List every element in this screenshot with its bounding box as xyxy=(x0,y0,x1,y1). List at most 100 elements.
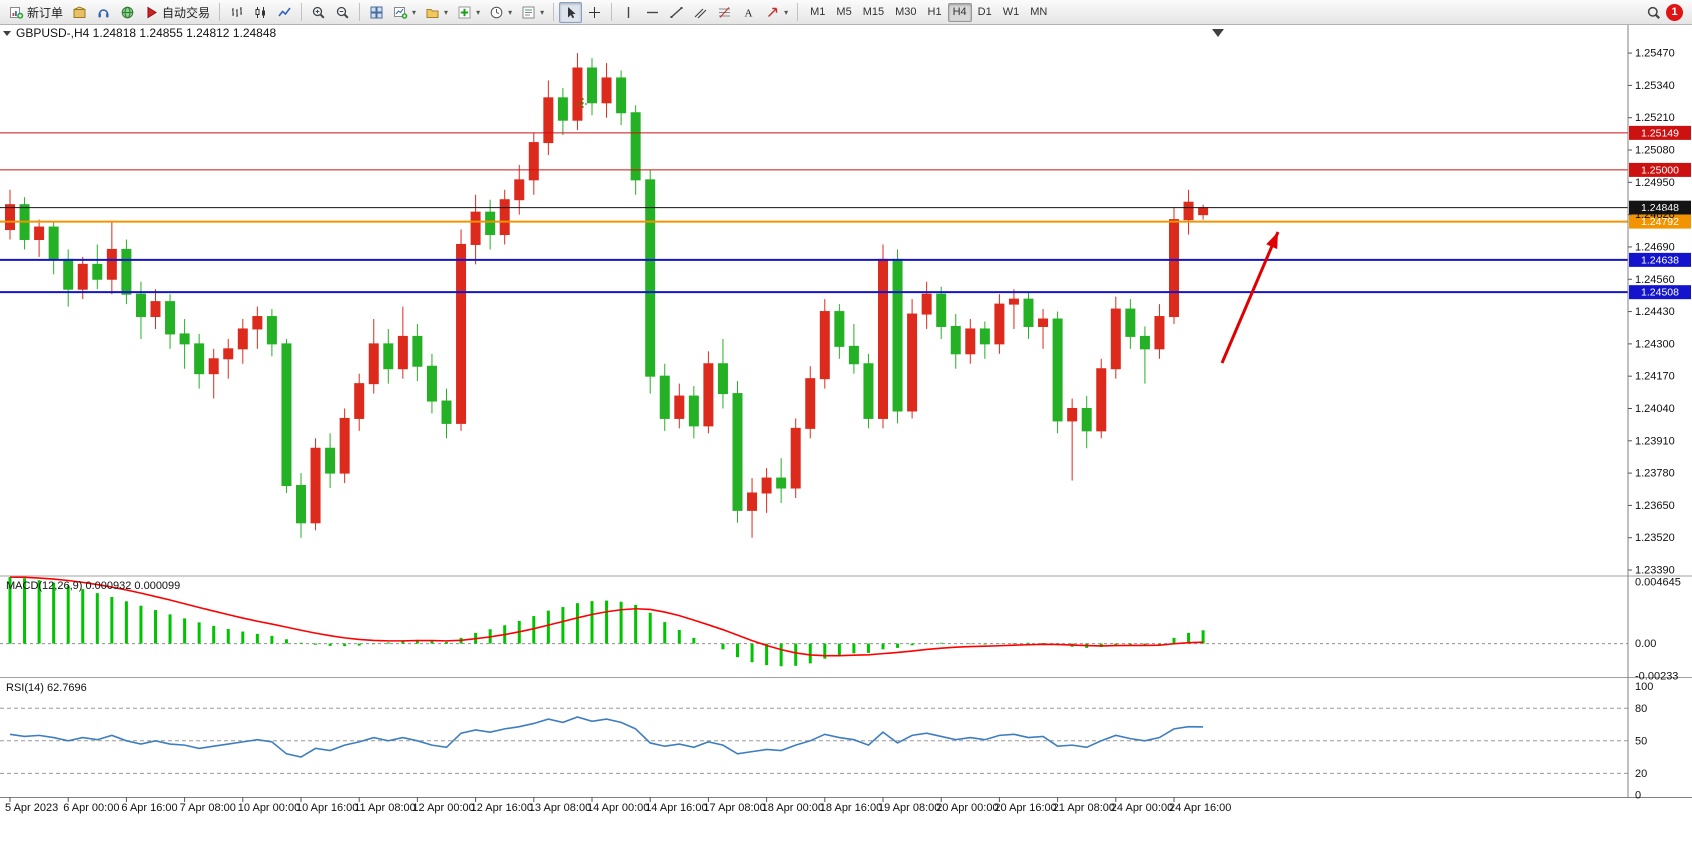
svg-text:24 Apr 00:00: 24 Apr 00:00 xyxy=(1111,802,1173,814)
horizontal-line-1.24848[interactable]: 1.24848 xyxy=(0,200,1691,215)
horizontal-line-1.25149[interactable]: 1.25149 xyxy=(0,125,1691,140)
price-level-badge xyxy=(1629,214,1691,229)
zoom-out-button[interactable] xyxy=(331,2,354,23)
headset-button[interactable] xyxy=(92,2,115,23)
dropdown-caret-icon: ▾ xyxy=(508,7,513,17)
zoom-in-button[interactable] xyxy=(307,2,330,23)
chart-shift-marker[interactable] xyxy=(1212,29,1224,37)
arrows-button[interactable]: ▾ xyxy=(761,2,792,23)
ohlc-readout: GBPUSD-,H4 1.24818 1.24855 1.24812 1.248… xyxy=(16,26,277,40)
collapse-caret-icon[interactable] xyxy=(3,31,11,36)
new-chart-button[interactable]: ▾ xyxy=(389,2,420,23)
rsi-axis: 100 80 50 20 0 xyxy=(1635,681,1653,801)
indicators-button[interactable]: ▾ xyxy=(453,2,484,23)
svg-text:1.23650: 1.23650 xyxy=(1635,500,1675,512)
trendline-button[interactable] xyxy=(665,2,688,23)
svg-text:10 Apr 00:00: 10 Apr 00:00 xyxy=(238,802,300,814)
svg-text:1.23780: 1.23780 xyxy=(1635,468,1675,480)
globe-button[interactable] xyxy=(116,2,139,23)
svg-text:12 Apr 16:00: 12 Apr 16:00 xyxy=(471,802,533,814)
toolbar-separator xyxy=(553,3,555,21)
svg-text:0: 0 xyxy=(1635,790,1641,802)
zoom-in-icon xyxy=(312,6,325,19)
svg-text:80: 80 xyxy=(1635,703,1647,715)
autotrading-button[interactable]: 自动交易 xyxy=(140,2,214,23)
profiles-button[interactable]: ▾ xyxy=(421,2,452,23)
horizontal-line-button[interactable] xyxy=(641,2,664,23)
globe-icon xyxy=(121,6,134,18)
toolbar-separator xyxy=(359,3,361,21)
timeframe-button-w1[interactable]: W1 xyxy=(998,3,1025,22)
headset-icon xyxy=(98,8,109,17)
macd-indicator xyxy=(0,576,1628,667)
vertical-line-button[interactable] xyxy=(617,2,640,23)
svg-text:-0.00233: -0.00233 xyxy=(1635,671,1678,683)
horizontal-line-1.25000[interactable]: 1.25000 xyxy=(0,162,1691,177)
new-order-button[interactable]: 新订单 xyxy=(5,2,67,23)
rsi-label: RSI(14) 62.7696 xyxy=(6,682,87,694)
bar-chart-button[interactable] xyxy=(225,2,248,23)
new-order-icon xyxy=(10,6,24,19)
cursor-button[interactable] xyxy=(559,1,583,23)
cross-marker[interactable] xyxy=(577,98,589,110)
periods-button[interactable]: ▾ xyxy=(485,2,516,23)
text-button[interactable]: A xyxy=(737,2,760,23)
toolbar-separator xyxy=(301,3,303,21)
svg-text:A: A xyxy=(745,7,753,19)
trend-arrow[interactable] xyxy=(1220,231,1280,364)
text-icon: A xyxy=(745,7,753,19)
svg-text:1.24950: 1.24950 xyxy=(1635,177,1675,189)
horizontal-line-1.24638[interactable]: 1.24638 xyxy=(0,252,1691,267)
svg-text:14 Apr 00:00: 14 Apr 00:00 xyxy=(587,802,649,814)
dropdown-caret-icon: ▾ xyxy=(444,7,449,17)
svg-text:1.23520: 1.23520 xyxy=(1635,532,1675,544)
timeframe-button-m1[interactable]: M1 xyxy=(805,3,830,22)
horizontal-line-1.24508[interactable]: 1.24508 xyxy=(0,285,1691,300)
svg-text:6 Apr 00:00: 6 Apr 00:00 xyxy=(63,802,119,814)
svg-text:1.25470: 1.25470 xyxy=(1635,48,1675,60)
timeframe-button-h1[interactable]: H1 xyxy=(923,3,947,22)
fibonacci-button[interactable] xyxy=(713,2,736,23)
horizontal-line-1.24792[interactable]: 1.24792 xyxy=(0,214,1691,229)
svg-text:1.24690: 1.24690 xyxy=(1635,241,1675,253)
main-toolbar: 新订单 自动交易 ▾ ▾ ▾ ▾ ▾ A ▾ xyxy=(0,0,1692,25)
crosshair-button[interactable] xyxy=(583,2,606,23)
cursor-icon xyxy=(568,6,576,18)
notification-badge[interactable]: 1 xyxy=(1666,3,1683,21)
dropdown-caret-icon: ▾ xyxy=(476,7,481,17)
timeframe-button-h4[interactable]: H4 xyxy=(947,2,972,22)
search-icon xyxy=(1647,6,1660,19)
package-button[interactable] xyxy=(68,2,91,23)
svg-text:1.24040: 1.24040 xyxy=(1635,403,1675,415)
price-level-badge xyxy=(1629,252,1691,267)
line-chart-button[interactable] xyxy=(273,2,296,23)
svg-text:18 Apr 16:00: 18 Apr 16:00 xyxy=(820,802,882,814)
search-button[interactable] xyxy=(1642,2,1665,23)
chart-area[interactable]: 1.25149 1.25000 1.24848 1.24792 1.24638 1.245… xyxy=(0,25,1692,853)
timeframe-button-m30[interactable]: M30 xyxy=(890,3,921,22)
timeframe-button-mn[interactable]: MN xyxy=(1025,3,1052,22)
macd-axis: 0.004645 0.00 -0.00233 xyxy=(1635,577,1681,683)
svg-text:19 Apr 08:00: 19 Apr 08:00 xyxy=(878,802,940,814)
timeframe-button-m15[interactable]: M15 xyxy=(858,3,889,22)
crosshair-icon xyxy=(589,6,601,18)
channel-button[interactable] xyxy=(689,2,712,23)
candlestick-chart-button[interactable] xyxy=(249,2,272,23)
macd-signal-line xyxy=(9,576,1204,657)
svg-text:18 Apr 00:00: 18 Apr 00:00 xyxy=(762,802,824,814)
svg-text:12 Apr 00:00: 12 Apr 00:00 xyxy=(412,802,474,814)
svg-text:7 Apr 08:00: 7 Apr 08:00 xyxy=(180,802,236,814)
tile-windows-button[interactable] xyxy=(365,2,388,23)
templates-icon xyxy=(522,6,535,18)
symbol-readout: GBPUSD-,H4 1.24818 1.24855 1.24812 1.248… xyxy=(3,26,277,40)
svg-text:1.25000: 1.25000 xyxy=(1641,164,1679,176)
time-axis: 5 Apr 2023 6 Apr 00:00 6 Apr 16:00 7 Apr 08… xyxy=(5,797,1231,814)
timeframe-button-d1[interactable]: D1 xyxy=(973,3,997,22)
candlestick-chart-icon xyxy=(255,6,266,18)
templates-button[interactable]: ▾ xyxy=(517,2,548,23)
svg-text:1.24638: 1.24638 xyxy=(1641,254,1679,266)
dropdown-caret-icon: ▾ xyxy=(412,7,417,17)
svg-text:1.25340: 1.25340 xyxy=(1635,80,1675,92)
horizontal-line-icon xyxy=(647,11,659,13)
timeframe-button-m5[interactable]: M5 xyxy=(831,3,856,22)
